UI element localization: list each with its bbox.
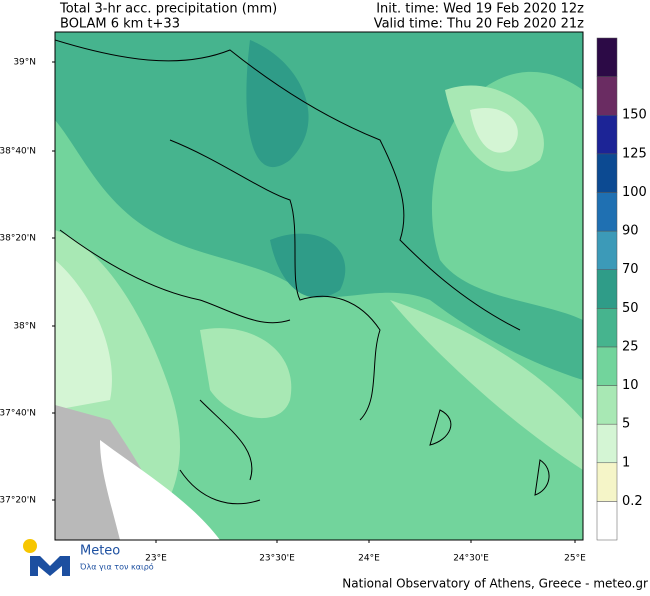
colorbar-label: 25: [622, 339, 639, 354]
colorbar-label: 5: [622, 417, 630, 432]
credit: National Observatory of Athens, Greece -…: [342, 577, 648, 591]
lon-axis: 23°E 23°30'E 24°E 24°30'E 25°E: [145, 540, 586, 564]
colorbar-swatch: [596, 269, 618, 309]
logo-mark: [30, 556, 70, 576]
colorbar-swatch: [596, 423, 618, 464]
colorbar-swatch: [596, 76, 618, 116]
colorbar-swatch: [596, 230, 618, 270]
subtitle: BOLAM 6 km t+33: [60, 17, 180, 32]
lat-label: 38°N: [13, 322, 36, 332]
colorbar-label: 125: [622, 146, 647, 161]
colorbar-label: 100: [622, 185, 647, 200]
title: Total 3-hr acc. precipitation (mm): [59, 2, 277, 17]
lon-label: 25°E: [564, 554, 586, 564]
colorbar-swatch: [596, 501, 618, 541]
colorbar-label: 70: [622, 262, 639, 277]
valid-time: Valid time: Thu 20 Feb 2020 21z: [374, 17, 584, 32]
map: [55, 32, 583, 540]
lon-label: 23°E: [145, 554, 167, 564]
colorbar-swatch: [596, 385, 618, 425]
logo-slogan: Όλα για τον καιρό: [79, 562, 154, 572]
colorbar-swatch: [596, 153, 618, 193]
colorbar-label: 150: [622, 108, 647, 123]
lat-label: 38°40'N: [0, 147, 36, 157]
colorbar-label: 1: [622, 455, 630, 470]
colorbar-label: 90: [622, 224, 639, 239]
colorbar-swatch: [596, 37, 618, 77]
colorbar-label: 0.2: [622, 494, 643, 509]
colorbar-swatch: [596, 114, 618, 155]
lat-label: 38°20'N: [0, 234, 36, 244]
header: Total 3-hr acc. precipitation (mm) BOLAM…: [59, 2, 584, 32]
colorbar-label: 10: [622, 378, 639, 393]
init-time: Init. time: Wed 19 Feb 2020 12z: [376, 2, 584, 17]
colorbar-swatch: [596, 308, 618, 348]
lon-label: 24°E: [358, 554, 380, 564]
lat-label: 37°40'N: [0, 409, 36, 419]
logo-sun: [23, 539, 37, 553]
logo: Meteo Όλα για τον καιρό: [23, 539, 154, 576]
lat-label: 37°20'N: [0, 496, 36, 506]
lat-label: 39°N: [13, 58, 36, 68]
logo-name: Meteo: [80, 544, 120, 559]
colorbar-label: 50: [622, 301, 639, 316]
colorbar-swatch: [596, 462, 618, 502]
colorbar-swatch: [596, 346, 618, 386]
lat-axis: 39°N 38°40'N 38°20'N 38°N 37°40'N 37°20'N: [0, 58, 55, 506]
lon-label: 23°30'E: [259, 554, 295, 564]
map-frame: [54, 31, 584, 541]
colorbar: 0.2 1 5 10 25 50 70 90 100 125 150: [596, 37, 647, 541]
coastlines: [55, 39, 550, 505]
colorbar-swatch: [596, 192, 618, 232]
lon-label: 24°30'E: [453, 554, 489, 564]
